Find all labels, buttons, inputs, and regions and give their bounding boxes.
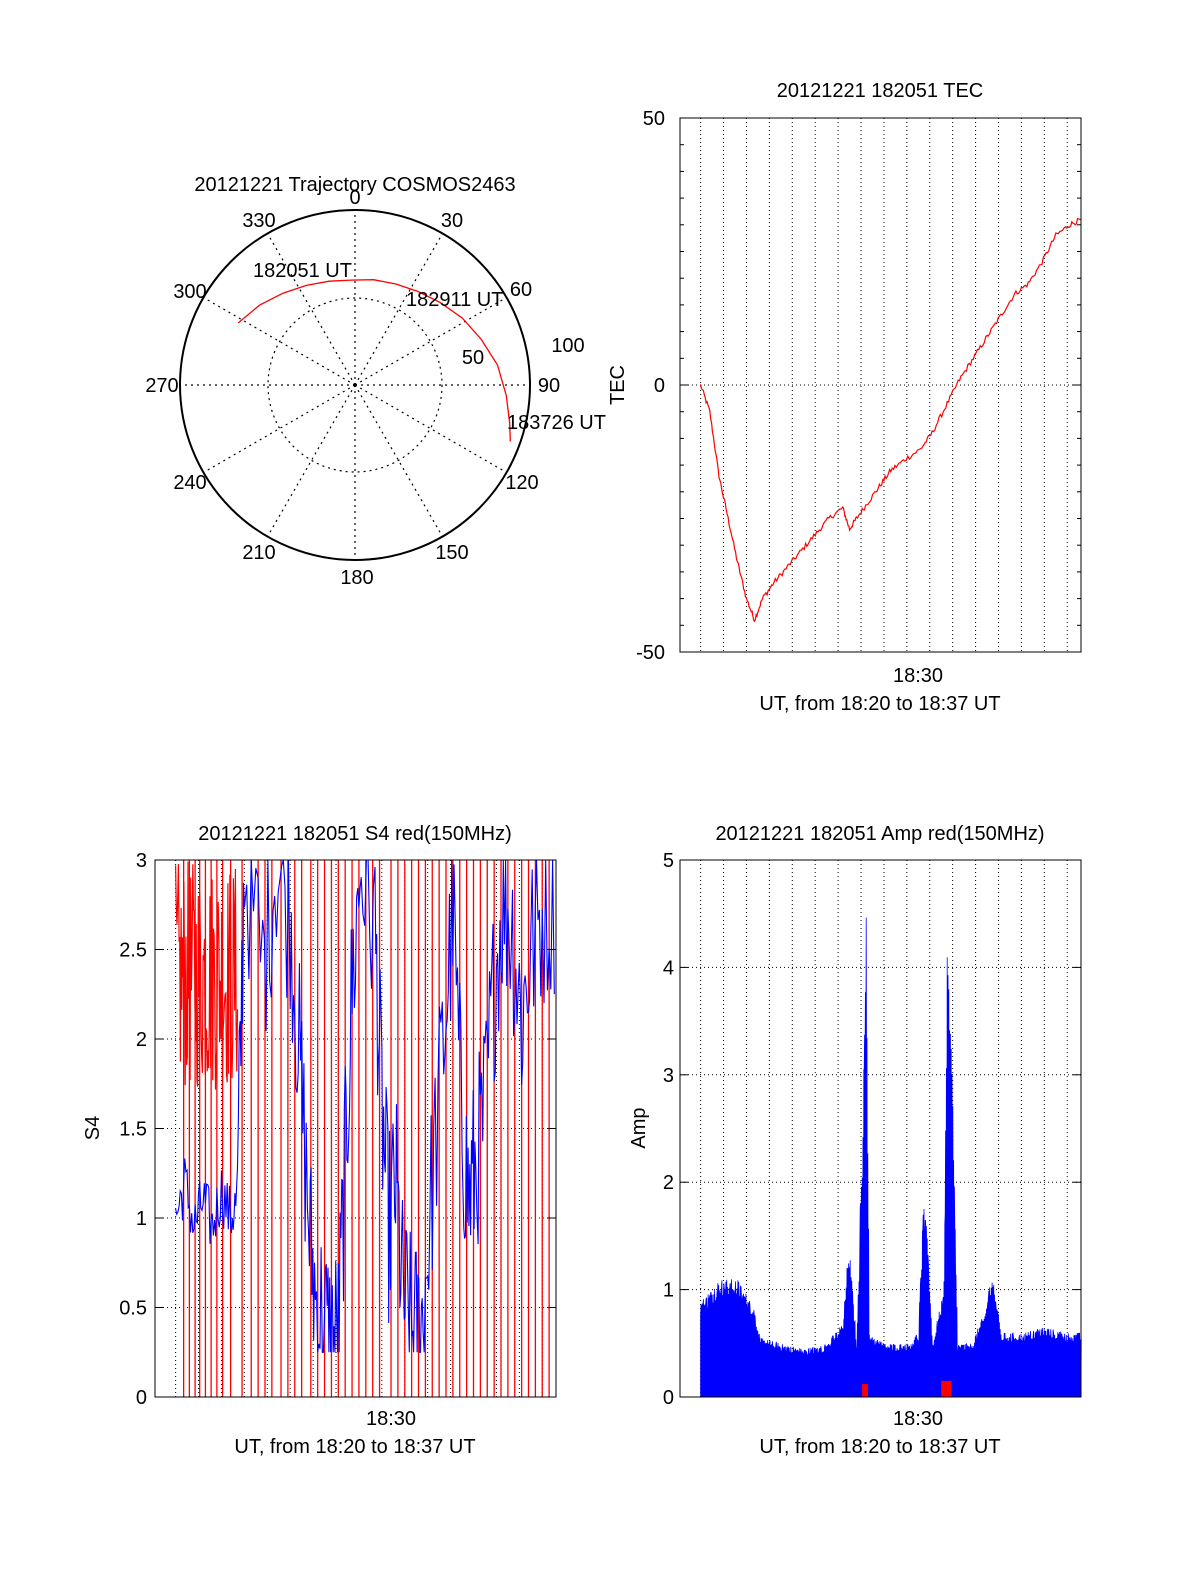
s4-ytick-label: 0.5 [119, 1298, 147, 1320]
ring-label-100: 100 [551, 335, 584, 357]
amp-ytick-label: 0 [663, 1387, 674, 1409]
s4-plot: 20121221 182051 S4 red(150MHz) 0 0.5 1 1.5 2… [82, 823, 557, 1458]
s4-blue-series [175, 859, 555, 1353]
s4-ylabel: S4 [82, 1116, 104, 1140]
amp-title: 20121221 182051 Amp red(150MHz) [715, 823, 1044, 845]
amp-red-series [862, 1380, 952, 1397]
polar-spoke [354, 296, 507, 386]
azimuth-labels: 0 30 60 90 120 150 180 210 240 270 300 330 [145, 187, 560, 589]
azimuth-label: 330 [242, 210, 275, 232]
time-label-start: 182051 UT [253, 260, 352, 282]
polar-spoke [354, 233, 444, 386]
amp-ytick-label: 4 [663, 957, 674, 979]
amp-red-block [941, 1380, 952, 1397]
amp-red-block [862, 1384, 868, 1397]
amp-ytick-label: 3 [663, 1065, 674, 1087]
polar-grid [180, 210, 530, 560]
tec-xlabel: UT, from 18:20 to 18:37 UT [759, 693, 1000, 715]
amp-ytick-label: 2 [663, 1172, 674, 1194]
amp-ytick-labels: 0 1 2 3 4 5 [663, 850, 674, 1409]
trajectory-title: 20121221 Trajectory COSMOS2463 [194, 174, 515, 196]
s4-red-series [175, 860, 550, 1397]
trajectory-polar-plot: 20121221 Trajectory COSMOS2463 0 30 60 90 12… [145, 174, 606, 589]
s4-ytick-label: 3 [136, 850, 147, 872]
s4-ytick-label: 2.5 [119, 940, 147, 962]
amp-blue-area [700, 917, 1082, 1398]
amp-ylabel: Amp [628, 1107, 650, 1148]
amp-plot: 20121221 182051 Amp red(150MHz) 0 1 2 3 4 5 1… [628, 823, 1082, 1458]
s4-ticks [155, 859, 556, 1398]
polar-spoke [354, 384, 507, 474]
azimuth-label: 60 [510, 279, 532, 301]
polar-ring-50 [267, 297, 443, 473]
polar-spoke [266, 233, 356, 386]
tec-line [700, 217, 1081, 623]
azimuth-label: 240 [173, 472, 206, 494]
amp-ytick-label: 5 [663, 850, 674, 872]
azimuth-label: 150 [435, 542, 468, 564]
ring-label-50: 50 [462, 347, 484, 369]
amp-xtick-1830: 18:30 [893, 1408, 943, 1430]
tec-xtick-1830: 18:30 [893, 665, 943, 687]
amp-frame [679, 859, 1082, 1398]
tec-plot: 20121221 182051 TEC 50 0 -50 18:30 UT, f… [607, 80, 1082, 715]
tec-ytick-neg50: -50 [636, 642, 665, 664]
trajectory-track [237, 279, 511, 442]
azimuth-label: 210 [242, 542, 275, 564]
s4-ytick-labels: 0 0.5 1 1.5 2 2.5 3 [119, 850, 147, 1409]
amp-xlabel: UT, from 18:20 to 18:37 UT [759, 1436, 1000, 1458]
s4-ytick-label: 1 [136, 1208, 147, 1230]
s4-ytick-label: 2 [136, 1029, 147, 1051]
amp-ticks [680, 859, 1081, 1398]
trajectory-line [237, 279, 511, 442]
tec-grid [680, 118, 1081, 652]
polar-spoke [354, 384, 444, 537]
tec-title: 20121221 182051 TEC [777, 80, 983, 102]
azimuth-label: 270 [145, 375, 178, 397]
s4-blue-line [175, 859, 555, 1353]
time-label-end: 183726 UT [507, 412, 606, 434]
azimuth-label: 120 [505, 472, 538, 494]
time-label-mid: 182911 UT [406, 289, 503, 311]
s4-xlabel: UT, from 18:20 to 18:37 UT [234, 1436, 475, 1458]
tec-ticks [680, 117, 1081, 653]
amp-ytick-label: 1 [663, 1280, 674, 1302]
polar-spoke [266, 384, 356, 537]
azimuth-label: 0 [349, 187, 360, 209]
polar-spoke [203, 384, 356, 474]
tec-ytick-50: 50 [643, 108, 665, 130]
tec-ylabel: TEC [607, 365, 629, 405]
tec-series [700, 217, 1081, 623]
azimuth-label: 90 [538, 375, 560, 397]
s4-ytick-label: 1.5 [119, 1119, 147, 1141]
azimuth-label: 300 [173, 281, 206, 303]
s4-ytick-label: 0 [136, 1387, 147, 1409]
polar-spoke [203, 296, 356, 386]
s4-xtick-1830: 18:30 [366, 1408, 416, 1430]
amp-blue-series [700, 917, 1082, 1398]
polar-outer-circle [179, 209, 531, 561]
amp-grid [680, 860, 1081, 1397]
s4-red-band [175, 861, 239, 1090]
azimuth-label: 180 [340, 567, 373, 589]
s4-title: 20121221 182051 S4 red(150MHz) [198, 823, 512, 845]
azimuth-label: 30 [441, 210, 463, 232]
tec-ytick-0: 0 [654, 375, 665, 397]
